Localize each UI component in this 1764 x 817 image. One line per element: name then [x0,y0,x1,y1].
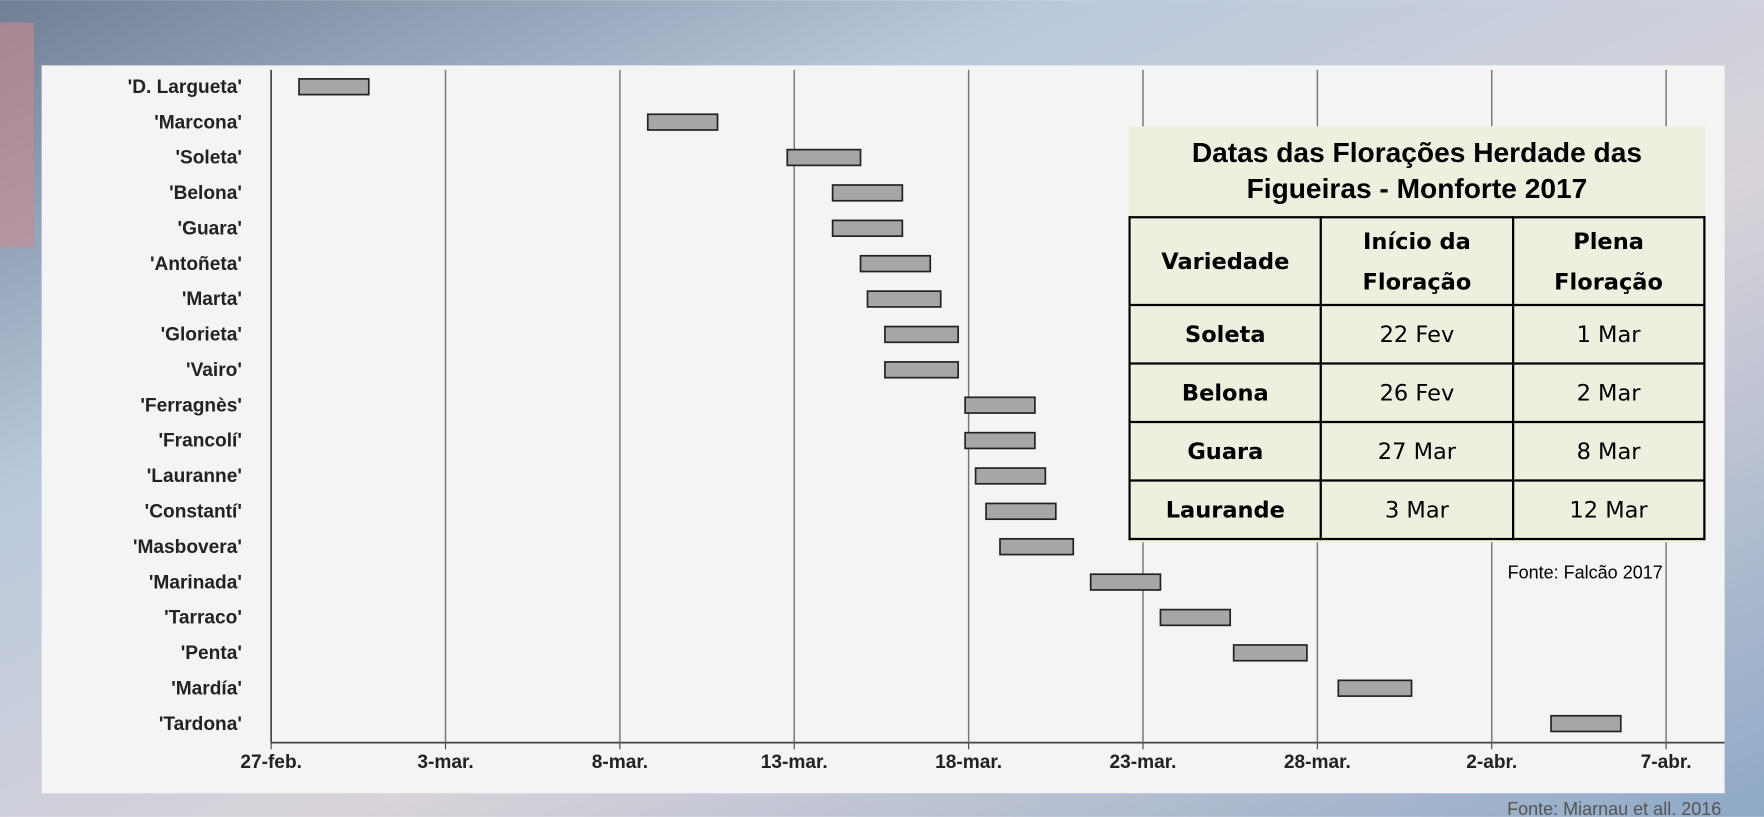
bar [884,361,960,379]
y-tick-label: 'D. Largueta' [128,77,242,98]
y-tick-label: 'Constantí' [145,501,242,522]
cell: Belona [1128,362,1323,424]
bar [859,254,932,273]
row: Laurande 3 Mar 12 Mar [1128,479,1706,541]
cell: 26 Fev [1319,362,1514,424]
y-tick-label: 'Tardona' [159,714,242,735]
bar [884,325,960,344]
bar [866,290,942,308]
bar [974,467,1047,485]
cell: 3 Mar [1319,479,1514,541]
bar [1232,644,1308,662]
table-source: Fonte: Falcão 2017 [1508,563,1663,583]
y-tick-label: 'Marcona' [154,112,242,133]
bar [1337,679,1413,697]
bar [1550,714,1622,733]
bar [298,78,370,96]
y-tick-label: 'Francolí' [158,431,241,452]
bar [999,537,1075,556]
row: Soleta 22 Fev 1 Mar [1128,303,1706,365]
header-row: Variedade Início da Floração Plena Flora… [1128,216,1706,307]
bar [786,148,862,167]
cell: 2 Mar [1511,362,1706,424]
header-cell: Início da Floração [1319,216,1514,307]
y-tick-label: 'Mardía' [171,678,242,699]
plot: 27-feb. 3-mar. 8-mar. 13-mar. 18-mar. 23-mar.… [128,69,1692,773]
x-tick-label: 7-abr. [1641,752,1692,773]
bar [964,431,1036,450]
cell: Soleta [1128,303,1323,365]
x-tick-label: 2-abr. [1466,752,1517,773]
x-tick-label: 18-mar. [935,752,1002,773]
table-title: Datas das Florações Herdade das Figueira… [1191,137,1643,205]
bar [831,184,904,202]
cell: 12 Mar [1511,479,1706,541]
table-container: Datas das Florações Herdade das Figueira… [1128,126,1706,543]
y-tick-label: 'Soleta' [175,148,241,169]
table: Variedade Início da Floração Plena Flora… [1128,216,1706,541]
y-tick-label: 'Guara' [178,218,242,239]
y-tick-label: 'Penta' [181,643,242,664]
x-tick-label: 23-mar. [1110,752,1177,773]
x-tick-label: 27-feb. [240,752,302,773]
x-tick-label: 13-mar. [761,752,828,773]
header-cell: Plena Floração [1511,216,1706,307]
cell: 1 Mar [1511,303,1706,365]
header-cell: Variedade [1128,216,1323,307]
row: Belona 26 Fev 2 Mar [1128,362,1706,424]
row: Guara 27 Mar 8 Mar [1128,420,1706,482]
cell: Laurande [1128,479,1323,541]
cell: 22 Fev [1319,303,1514,365]
y-tick-label: 'Antoñeta' [150,254,242,275]
x-tick-label: 8-mar. [592,752,648,773]
y-tick-label: 'Lauranne' [147,466,242,487]
y-tick-label: 'Vairo' [186,360,242,381]
y-tick-label: 'Glorieta' [161,325,242,346]
table-box: Datas das Florações Herdade das Figueira… [1128,126,1706,543]
bar [1089,573,1162,591]
chart-source: Fonte: Miarnau et all. 2016 [1507,799,1721,817]
cell: Guara [1128,420,1323,482]
y-tick-label: 'Marta' [182,289,242,310]
y-tick-label: 'Tarraco' [164,608,242,629]
cell: 27 Mar [1319,420,1514,482]
bar [831,219,904,237]
y-tick-label: 'Masbovera' [133,537,242,558]
background-blossom [0,22,34,248]
y-tick-label: 'Marinada' [149,572,242,593]
bar [985,502,1057,521]
x-tick-label: 28-mar. [1284,752,1351,773]
bar [964,396,1036,414]
cell: 8 Mar [1511,420,1706,482]
bar [646,113,719,131]
x-tick-label: 3-mar. [417,752,473,773]
bar [1159,608,1232,627]
y-tick-label: 'Ferragnès' [140,395,242,416]
y-tick-label: 'Belona' [169,183,242,204]
